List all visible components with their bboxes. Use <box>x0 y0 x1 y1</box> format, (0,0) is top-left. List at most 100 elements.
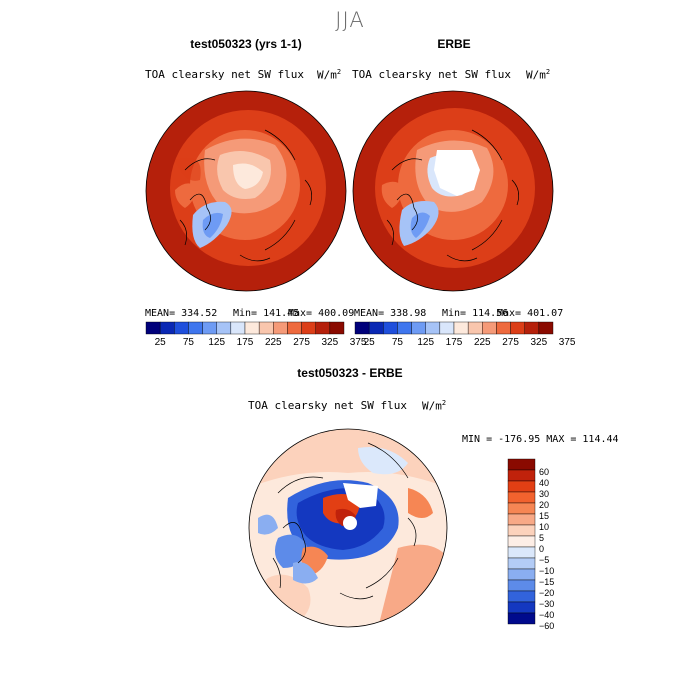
colorbar-tick-label: 375 <box>349 337 367 348</box>
colorbar-swatch <box>315 321 331 335</box>
right-panel-title: ERBE <box>437 37 471 51</box>
colorbar-swatch <box>439 321 455 335</box>
colorbar-tick-label: 225 <box>264 337 282 348</box>
colorbar-tick-label: 25 <box>363 337 375 348</box>
colorbar-swatch <box>273 321 288 335</box>
right-colorbar-ticks: 25 75 125 175 225 275 325 375 <box>355 337 576 349</box>
colorbar-swatch <box>202 321 217 335</box>
diff-colorbar-level: −60 <box>539 620 555 631</box>
colorbar-swatch <box>411 321 426 335</box>
right-polar-map <box>352 90 554 292</box>
diff-colorbar-level: −30 <box>539 598 555 609</box>
diff-units: W/m2 <box>422 399 447 413</box>
diff-colorbar-swatch <box>507 579 536 592</box>
colorbar-swatch <box>174 321 189 335</box>
diff-colorbar-level: −20 <box>539 587 555 598</box>
diff-colorbar-level: 60 <box>539 466 550 477</box>
diff-colorbar-level: 0 <box>539 543 545 554</box>
colorbar-tick-label: 125 <box>208 337 226 348</box>
diff-colorbar-level: −5 <box>539 554 550 565</box>
diff-colorbar-level: −40 <box>539 609 555 620</box>
diff-colorbar-swatch <box>507 524 536 537</box>
colorbar-swatch <box>496 321 511 335</box>
diff-colorbar-level: 40 <box>539 477 550 488</box>
colorbar-tick-label: 75 <box>391 337 403 348</box>
colorbar-tick-label: 275 <box>293 337 310 348</box>
diff-panel-title: test050323 - ERBE <box>297 366 403 380</box>
right-max: Max= 401.07 <box>497 308 564 319</box>
right-min: Min= 114.56 <box>442 308 509 319</box>
diff-colorbar-swatch <box>507 502 536 515</box>
right-units: W/m2 <box>526 68 551 82</box>
colorbar-swatch <box>453 321 469 335</box>
colorbar-tick-label: 75 <box>182 337 194 348</box>
colorbar-swatch <box>524 321 540 335</box>
colorbar-swatch <box>145 321 161 335</box>
colorbar-tick-label: 25 <box>154 337 166 348</box>
left-min: Min= 141.45 <box>233 308 300 319</box>
colorbar-swatch <box>258 321 274 335</box>
diff-colorbar-swatch <box>507 535 536 548</box>
diff-colorbar-swatch <box>507 590 536 603</box>
colorbar-swatch <box>482 321 497 335</box>
colorbar-swatch <box>510 321 525 335</box>
left-colorbar <box>145 321 345 335</box>
left-panel-title: test050323 (yrs 1-1) <box>190 37 302 51</box>
colorbar-tick-label: 175 <box>236 337 254 348</box>
left-colorbar-ticks: 25 75 125 175 225 275 325 375 <box>146 337 367 349</box>
colorbar-swatch <box>397 321 412 335</box>
right-mean: MEAN= 338.98 <box>354 308 427 319</box>
colorbar-swatch <box>329 321 345 335</box>
colorbar-swatch <box>301 321 316 335</box>
diff-field-name: TOA clearsky net SW flux <box>248 399 407 412</box>
diff-colorbar-swatch <box>507 480 536 493</box>
diff-colorbar-swatch <box>507 458 536 471</box>
right-colorbar <box>354 321 554 335</box>
diff-colorbar-swatch <box>507 612 536 625</box>
colorbar-swatch <box>368 321 384 335</box>
left-field-name: TOA clearsky net SW flux <box>145 68 304 81</box>
diff-colorbar-swatch <box>507 546 536 559</box>
colorbar-tick-label: 375 <box>558 337 576 348</box>
colorbar-swatch <box>287 321 302 335</box>
diff-colorbar <box>507 458 536 625</box>
left-mean: MEAN= 334.52 <box>145 308 218 319</box>
colorbar-swatch <box>425 321 441 335</box>
diff-colorbar-level: 10 <box>539 521 550 532</box>
colorbar-swatch <box>244 321 260 335</box>
diff-colorbar-swatch <box>507 557 536 570</box>
colorbar-swatch <box>188 321 203 335</box>
colorbar-tick-label: 225 <box>473 337 491 348</box>
colorbar-swatch <box>159 321 175 335</box>
diff-polar-map <box>248 428 448 628</box>
colorbar-swatch <box>230 321 246 335</box>
colorbar-tick-label: 275 <box>502 337 519 348</box>
colorbar-tick-label: 325 <box>321 337 339 348</box>
right-field-name: TOA clearsky net SW flux <box>352 68 511 81</box>
diff-colorbar-level: 20 <box>539 499 550 510</box>
colorbar-swatch <box>383 321 398 335</box>
colorbar-tick-label: 325 <box>530 337 548 348</box>
diff-colorbar-swatch <box>507 469 536 482</box>
diff-colorbar-level: −10 <box>539 565 555 576</box>
diff-colorbar-level: 15 <box>539 510 550 521</box>
diff-colorbar-swatch <box>507 513 536 526</box>
diff-colorbar-labels: 60 40 30 20 15 10 5 0 −5 −10 −15 −20 −30 −40 −60 <box>539 459 579 631</box>
colorbar-swatch <box>467 321 483 335</box>
figure-season-title: JJA <box>335 8 365 32</box>
diff-colorbar-level: 5 <box>539 532 545 543</box>
left-units: W/m2 <box>317 68 342 82</box>
diff-colorbar-swatch <box>507 568 536 581</box>
colorbar-swatch <box>354 321 370 335</box>
diff-colorbar-level: 30 <box>539 488 550 499</box>
left-polar-map <box>145 90 347 292</box>
diff-colorbar-level: −15 <box>539 576 555 587</box>
colorbar-swatch <box>216 321 232 335</box>
colorbar-swatch <box>538 321 554 335</box>
left-max: Max= 400.09 <box>288 308 355 319</box>
diff-colorbar-swatch <box>507 601 536 614</box>
colorbar-tick-label: 125 <box>417 337 435 348</box>
diff-colorbar-swatch <box>507 491 536 504</box>
colorbar-tick-label: 175 <box>445 337 463 348</box>
diff-minmax: MIN = -176.95 MAX = 114.44 <box>462 434 619 445</box>
